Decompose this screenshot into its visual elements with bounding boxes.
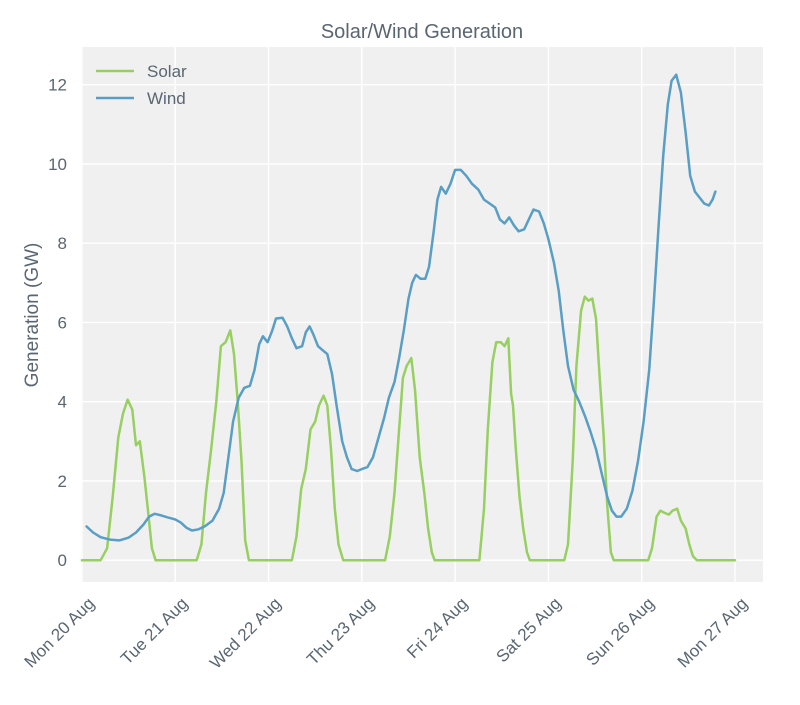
x-tick-label-6: Sun 26 Aug [582,594,658,670]
y-tick-label-5: 10 [48,155,67,174]
legend: Solar Wind [96,62,187,108]
series-line-solar [80,295,737,562]
chart-title: Solar/Wind Generation [321,21,523,43]
y-tick-label-4: 8 [58,234,67,253]
legend-label-wind: Wind [147,89,186,108]
y-tick-label-2: 4 [58,393,67,412]
y-tick-label-6: 12 [48,76,67,95]
x-tick-label-2: Wed 22 Aug [206,594,285,673]
gridlines [81,47,763,582]
y-tick-label-3: 6 [58,313,67,332]
plot-background [81,47,763,582]
series-lines [80,73,737,562]
series-line-wind [85,73,717,542]
x-tick-label-5: Sat 25 Aug [492,594,564,666]
x-tick-label-3: Thu 23 Aug [303,594,378,669]
y-axis-label: Generation (GW) [22,243,43,388]
y-tick-labels: 0 2 4 6 8 10 12 [48,76,67,571]
y-tick-label-0: 0 [58,551,67,570]
x-tick-label-7: Mon 27 Aug [674,594,752,672]
legend-label-solar: Solar [147,62,187,81]
x-tick-label-0: Mon 20 Aug [21,594,99,672]
y-tick-label-1: 2 [58,472,67,491]
x-tick-label-4: Fri 24 Aug [403,594,471,662]
x-tick-labels: Mon 20 Aug Tue 21 Aug Wed 22 Aug Thu 23 Aug… [21,594,752,673]
x-tick-label-1: Tue 21 Aug [117,594,191,668]
